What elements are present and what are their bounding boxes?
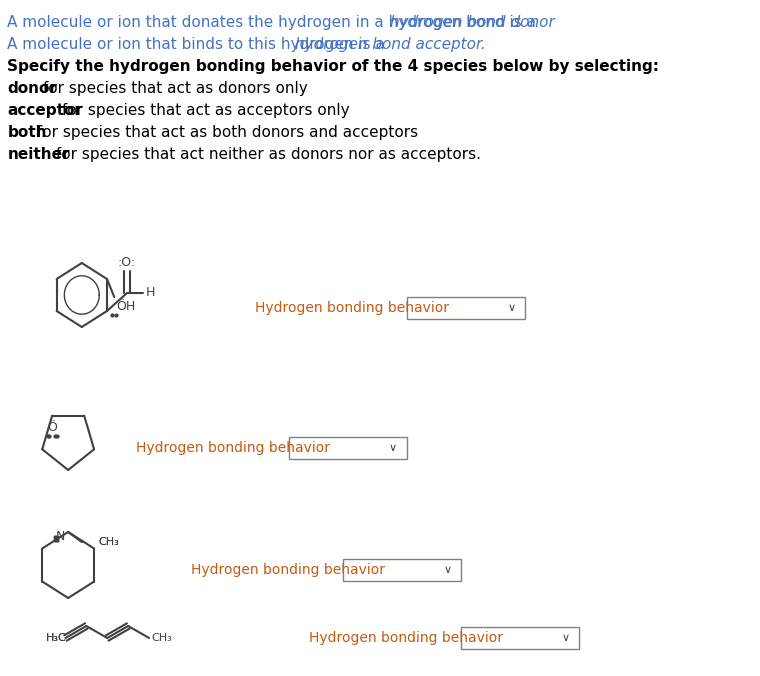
Text: Hydrogen bonding behavior: Hydrogen bonding behavior — [191, 563, 385, 577]
Text: Ö: Ö — [47, 421, 57, 434]
FancyBboxPatch shape — [289, 437, 407, 459]
FancyBboxPatch shape — [407, 297, 525, 319]
FancyBboxPatch shape — [461, 627, 579, 649]
Text: H: H — [146, 287, 155, 299]
Text: ∨: ∨ — [507, 303, 515, 313]
Text: H₃C: H₃C — [46, 633, 66, 643]
Text: ∨: ∨ — [562, 633, 570, 643]
Text: donor: donor — [8, 81, 57, 96]
Text: CH₃: CH₃ — [98, 537, 119, 547]
Text: H₃C: H₃C — [46, 633, 66, 643]
Text: acceptor: acceptor — [8, 103, 82, 118]
Text: A molecule or ion that binds to this hydrogen is a: A molecule or ion that binds to this hyd… — [8, 37, 390, 52]
Text: N: N — [56, 531, 65, 544]
Text: hydrogen bond acceptor.: hydrogen bond acceptor. — [295, 37, 486, 52]
Text: for species that act neither as donors nor as acceptors.: for species that act neither as donors n… — [50, 147, 480, 162]
Text: CH₃: CH₃ — [98, 537, 119, 547]
Text: Hydrogen bonding behavior: Hydrogen bonding behavior — [136, 441, 331, 455]
Text: Hydrogen bonding behavior: Hydrogen bonding behavior — [255, 301, 448, 315]
FancyBboxPatch shape — [343, 559, 461, 581]
Text: ÖH: ÖH — [116, 301, 135, 314]
Text: neither: neither — [8, 147, 70, 162]
Text: :O:: :O: — [118, 256, 136, 270]
Text: A molecule or ion that donates the hydrogen in a hydrogen bond is a: A molecule or ion that donates the hydro… — [8, 15, 541, 30]
Text: hydrogen bond donor: hydrogen bond donor — [391, 15, 556, 30]
Text: Hydrogen bonding behavior: Hydrogen bonding behavior — [309, 631, 503, 645]
Text: ∨: ∨ — [444, 565, 451, 575]
Text: for species that act as acceptors only: for species that act as acceptors only — [57, 103, 350, 118]
Text: both: both — [8, 125, 47, 140]
Text: ∨: ∨ — [389, 443, 397, 453]
Text: CH₃: CH₃ — [151, 633, 172, 643]
Text: for species that act as donors only: for species that act as donors only — [38, 81, 308, 96]
Text: Specify the hydrogen bonding behavior of the 4 species below by selecting:: Specify the hydrogen bonding behavior of… — [8, 59, 659, 74]
Text: for species that act as both donors and acceptors: for species that act as both donors and … — [32, 125, 418, 140]
